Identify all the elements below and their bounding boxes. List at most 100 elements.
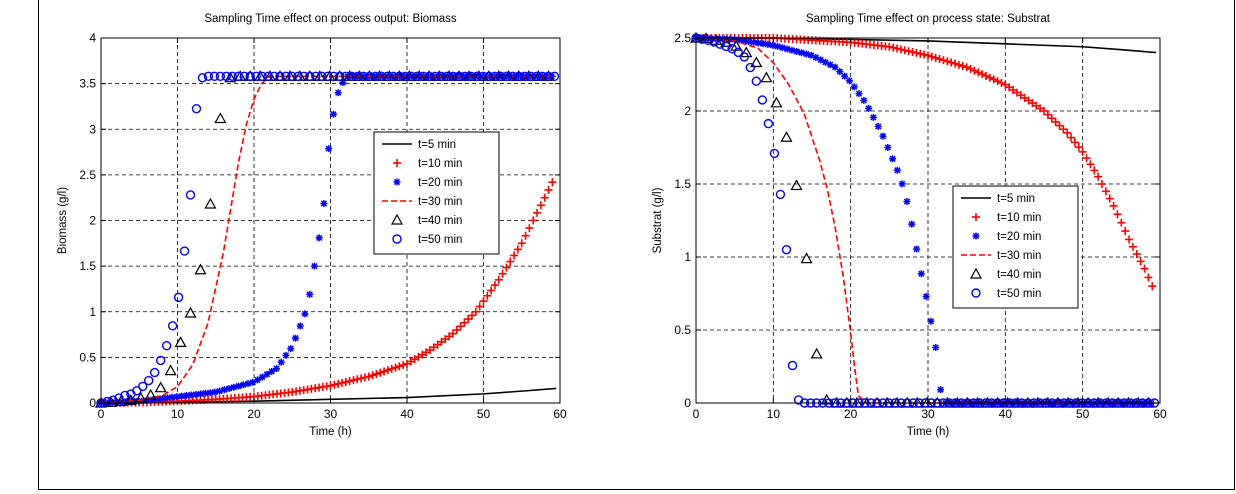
data-point [215, 71, 226, 82]
data-point [383, 366, 392, 375]
legend-item: t=10 min [972, 212, 1041, 224]
data-point [937, 386, 945, 394]
data-point [436, 71, 446, 82]
data-point [184, 306, 197, 318]
data-point [1051, 117, 1060, 126]
legend-box [952, 185, 1079, 309]
data-point [993, 77, 1002, 86]
data-point [1113, 210, 1122, 219]
marker-stroke [860, 97, 867, 104]
data-point [263, 71, 273, 82]
data-point [525, 71, 536, 82]
data-point [1132, 250, 1141, 259]
marker-stroke [311, 262, 318, 270]
data-point [329, 71, 339, 82]
data-point [966, 64, 975, 73]
data-point [221, 71, 232, 82]
data-point [138, 381, 148, 392]
legend-item: t=5 min [382, 139, 456, 151]
data-point [483, 291, 492, 300]
x-tick-label: 60 [553, 407, 567, 421]
data-point [227, 71, 237, 82]
data-point [1148, 282, 1157, 291]
marker-stroke [913, 245, 920, 253]
data-point [353, 375, 362, 384]
data-point [102, 396, 112, 407]
data-point [543, 71, 554, 82]
data-point [1117, 218, 1126, 227]
data-point [1043, 110, 1052, 119]
data-point [191, 103, 202, 114]
data-point [460, 318, 469, 327]
data-point [1040, 107, 1048, 115]
marker-stroke [259, 373, 266, 381]
data-point [376, 368, 385, 377]
marker-stroke [183, 392, 190, 399]
y-axis-label: Biomass (g/l) [57, 187, 69, 254]
data-point [893, 44, 902, 53]
marker-stroke [899, 180, 906, 187]
marker-stroke [316, 234, 323, 241]
data-point [1144, 273, 1153, 282]
data-point [330, 380, 339, 389]
x-tick-label: 0 [98, 407, 105, 421]
data-point [164, 364, 177, 376]
marker-stroke [159, 395, 166, 402]
marker-stroke [972, 232, 980, 240]
marker-stroke [178, 392, 185, 400]
legend-label: t=30 min [997, 250, 1041, 262]
data-point [216, 387, 224, 395]
data-point [282, 351, 290, 359]
marker-stroke [783, 45, 791, 53]
data-point [780, 131, 793, 142]
legend-label: t=50 min [997, 288, 1041, 300]
marker-stroke [164, 394, 171, 401]
data-point [913, 245, 921, 253]
data-point [513, 245, 522, 254]
data-point [360, 373, 369, 382]
data-point [855, 90, 863, 98]
legend-label: t=5 min [997, 193, 1035, 205]
data-point [917, 270, 925, 278]
data-point [989, 75, 998, 84]
x-axis-label: Time (h) [309, 426, 352, 438]
y-tick-label: 2 [89, 214, 96, 228]
data-point [900, 46, 909, 55]
data-point [533, 208, 542, 217]
data-point [490, 71, 500, 82]
data-point [400, 71, 411, 82]
data-point [874, 122, 882, 130]
marker-stroke [894, 167, 901, 174]
marker-stroke [173, 393, 181, 400]
marker-stroke [774, 43, 781, 50]
data-point [908, 48, 917, 57]
marker-stroke [851, 83, 858, 90]
y-tick-label: 2.5 [674, 31, 691, 45]
data-point [268, 367, 276, 375]
data-point [311, 71, 321, 82]
y-tick-label: 1 [89, 305, 96, 319]
legend-item: t=20 min [393, 177, 462, 189]
data-point [478, 71, 488, 82]
data-point [939, 56, 948, 65]
chart-title: Sampling Time effect on process output: … [204, 13, 457, 25]
legend-item: t=20 min [972, 231, 1041, 243]
x-tick-label: 30 [921, 407, 935, 421]
data-point [783, 45, 791, 53]
data-point [134, 391, 147, 403]
data-point [452, 326, 461, 334]
marker-stroke [855, 90, 863, 97]
data-point [912, 48, 921, 57]
y-tick-label: 4 [89, 31, 96, 45]
data-point [1136, 257, 1145, 266]
data-point [760, 71, 773, 83]
data-point [230, 383, 238, 391]
data-point [315, 234, 323, 242]
y-tick-label: 0 [684, 396, 691, 410]
data-point [1059, 125, 1068, 134]
data-point [376, 71, 387, 82]
data-point [506, 257, 515, 266]
data-point [797, 49, 805, 57]
y-tick-label: 1.5 [79, 259, 96, 273]
